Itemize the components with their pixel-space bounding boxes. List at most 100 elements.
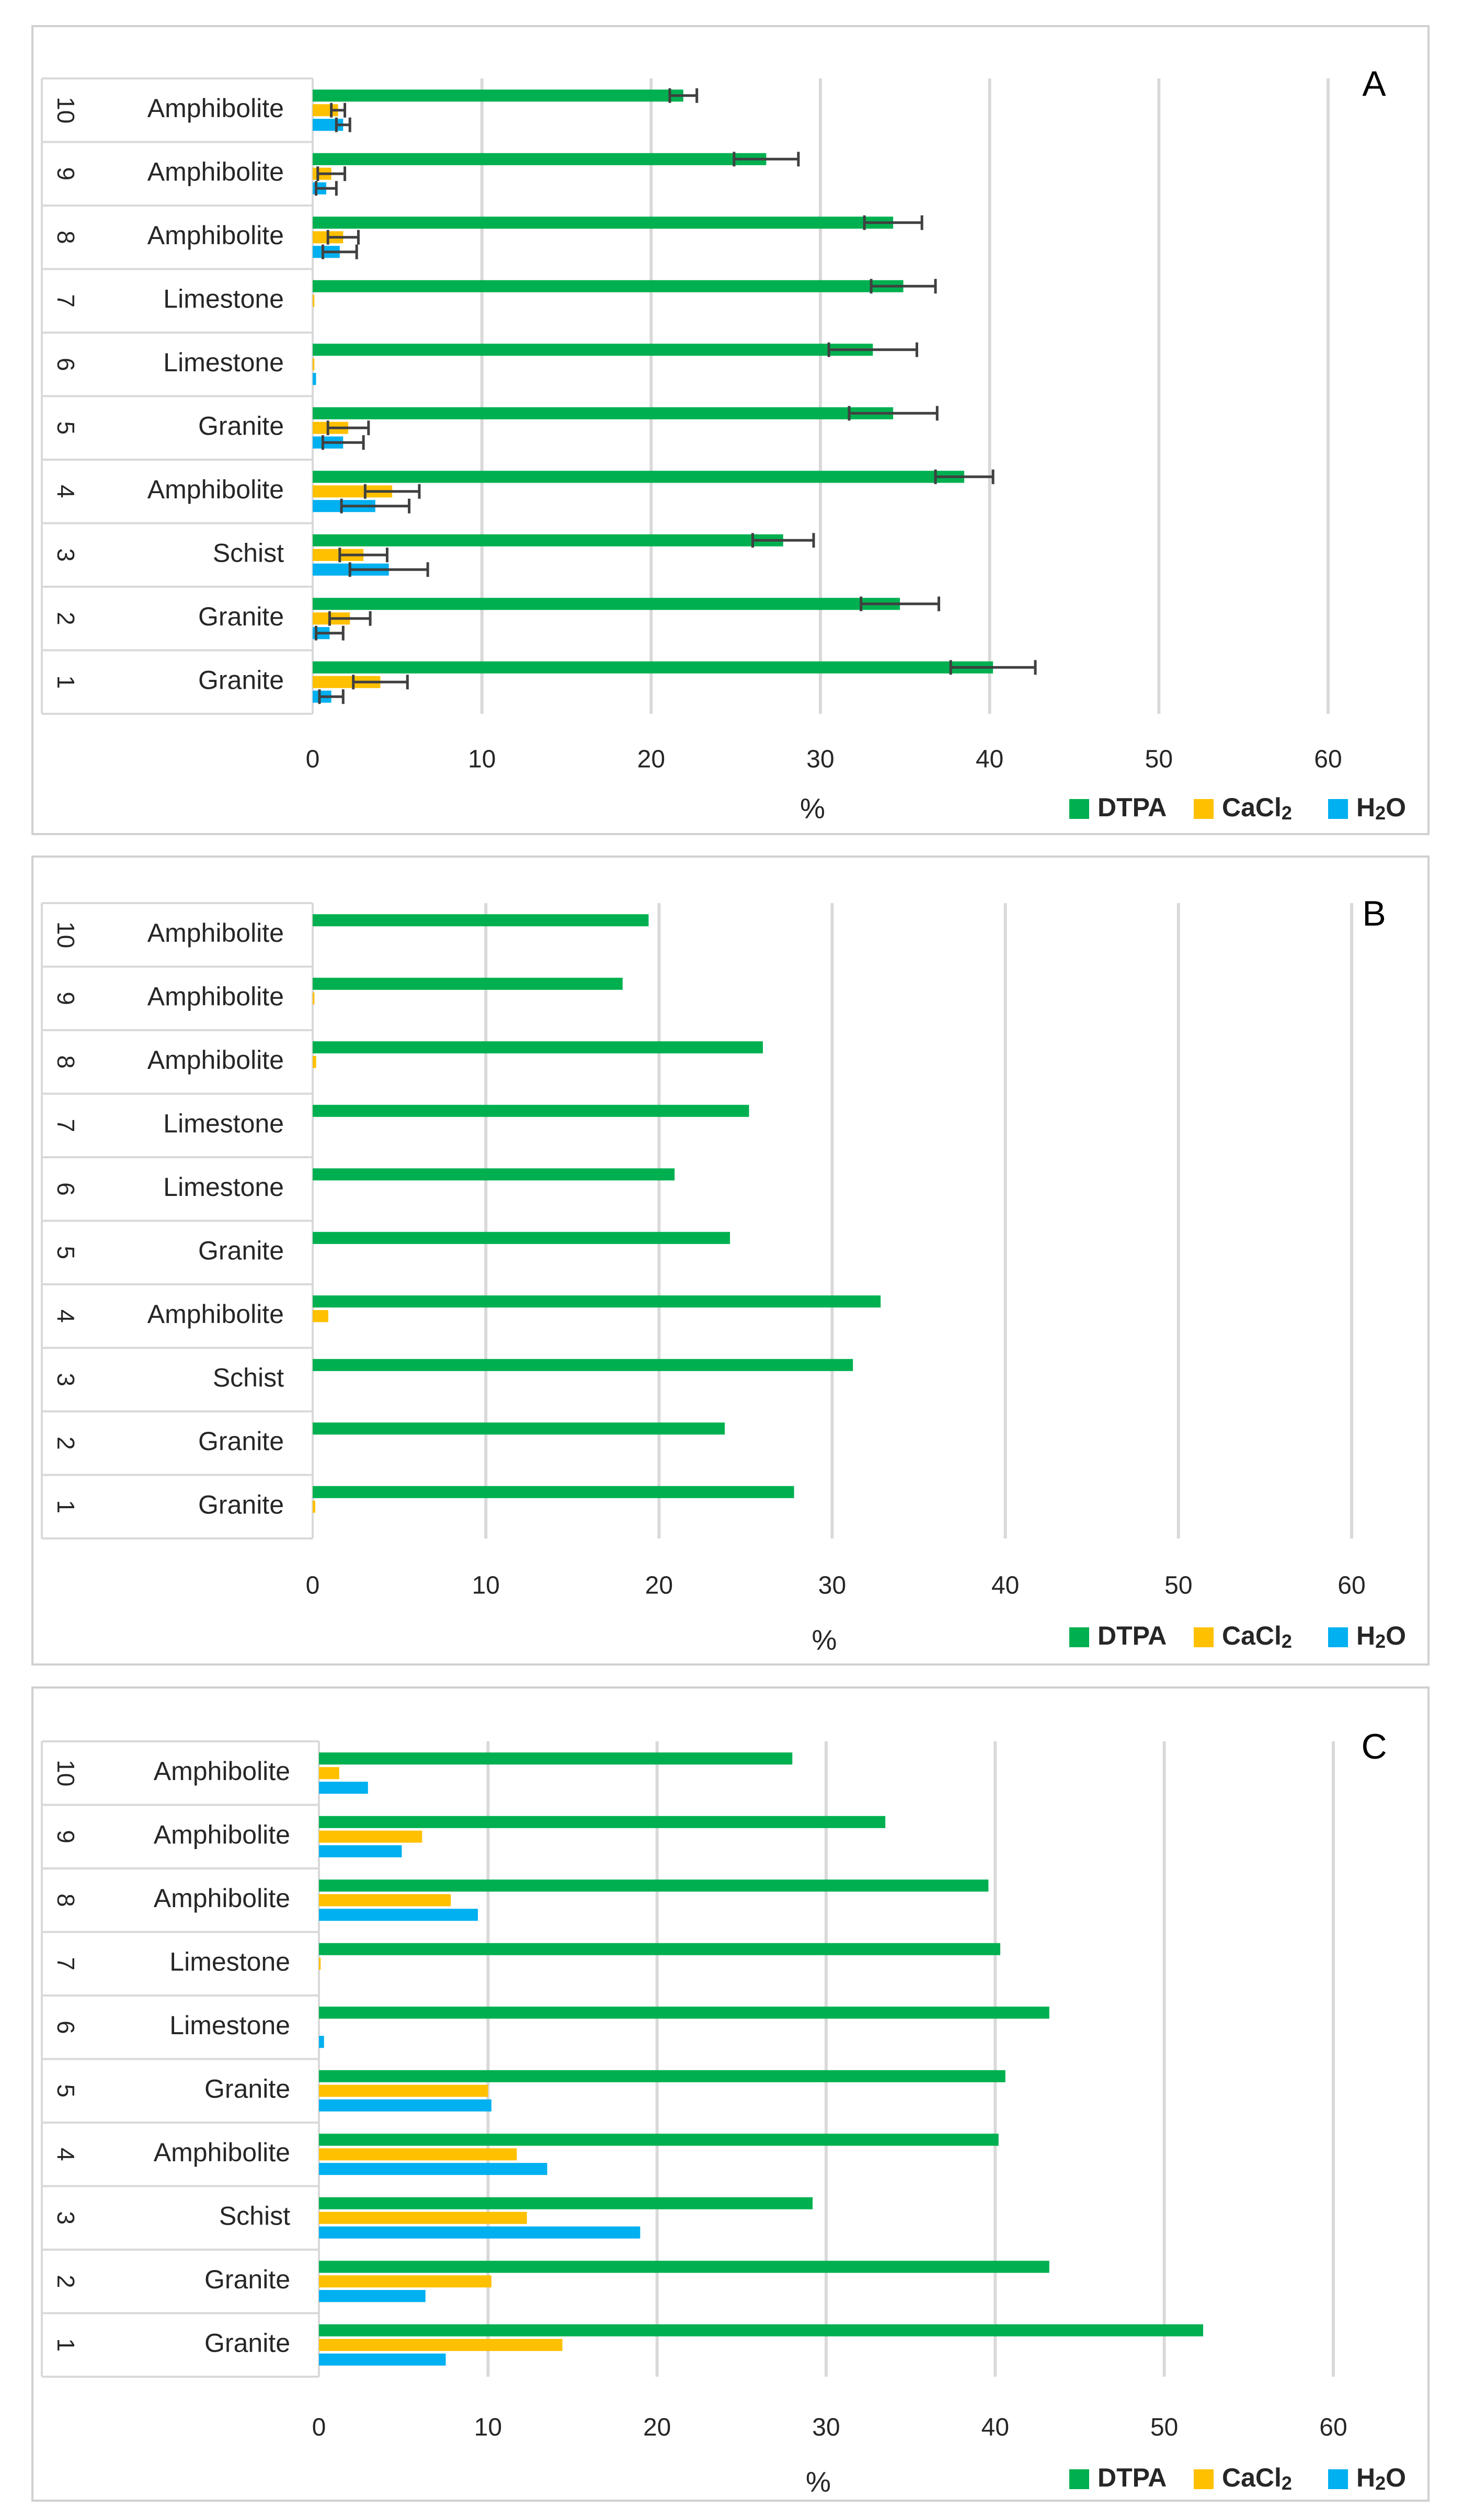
legend-label: CaCl2 — [1222, 1621, 1292, 1651]
bar-dtpa — [313, 344, 873, 356]
category-number: 5 — [52, 421, 79, 435]
bar-h — [319, 2036, 324, 2048]
bar-cacl — [319, 1894, 451, 1907]
category-label: Granite — [204, 2328, 290, 2357]
legend-swatch-h — [1328, 1627, 1348, 1647]
bar-dtpa — [319, 1943, 1001, 1955]
category-label: Limestone — [169, 1947, 290, 1976]
x-tick-label: 20 — [637, 746, 665, 773]
bar-dtpa — [313, 89, 683, 102]
category-number: 10 — [52, 921, 79, 948]
legend-swatch-cacl — [1194, 799, 1214, 819]
bar-dtpa — [313, 216, 894, 229]
x-tick-label: 20 — [643, 2414, 671, 2442]
x-tick-label: 0 — [312, 2414, 326, 2442]
bar-dtpa — [313, 598, 900, 610]
category-number: 3 — [52, 1373, 79, 1386]
legend-label-main: DTPA — [1098, 793, 1167, 822]
category-label: Granite — [204, 2265, 290, 2294]
legend-label: DTPA — [1098, 793, 1167, 822]
bar-cacl — [319, 2211, 527, 2224]
bar-dtpa — [319, 2070, 1005, 2082]
category-label: Amphibolite — [147, 982, 284, 1011]
category-number: 1 — [52, 2338, 79, 2352]
legend-swatch-dtpa — [1069, 1627, 1089, 1647]
legend-label: DTPA — [1098, 2463, 1167, 2492]
category-number: 6 — [52, 358, 79, 371]
legend-label-main: CaCl — [1222, 2463, 1282, 2492]
x-tick-label: 0 — [306, 1572, 320, 1600]
category-number: 1 — [52, 1500, 79, 1513]
legend-label: H2O — [1356, 1621, 1406, 1651]
x-tick-label: 50 — [1145, 746, 1173, 773]
bar-dtpa — [313, 1104, 749, 1117]
legend-label-subscript: 2 — [1282, 802, 1292, 824]
category-label: Amphibolite — [147, 1045, 284, 1075]
x-tick-label: 0 — [306, 746, 320, 773]
x-axis-title: % — [800, 793, 825, 824]
category-number: 9 — [52, 167, 79, 180]
x-tick-label: 40 — [976, 746, 1003, 773]
category-label: Limestone — [163, 348, 284, 377]
category-label: Limestone — [163, 1172, 284, 1202]
bar-dtpa — [319, 1879, 989, 1892]
legend-label-suffix: O — [1386, 1621, 1406, 1650]
bar-cacl — [313, 358, 315, 371]
bar-h — [319, 1845, 402, 1857]
bar-dtpa — [313, 471, 965, 483]
category-label: Granite — [198, 1236, 284, 1265]
category-number: 8 — [52, 231, 79, 244]
legend-swatch-dtpa — [1069, 799, 1089, 819]
bar-cacl — [319, 1830, 422, 1843]
category-label: Limestone — [163, 284, 284, 313]
legend-label-main: H — [1356, 793, 1375, 822]
category-label: Schist — [213, 538, 284, 567]
bar-cacl — [313, 1056, 316, 1068]
panel-label: A — [1362, 64, 1386, 104]
category-label: Limestone — [169, 2011, 290, 2040]
category-label: Amphibolite — [154, 2138, 290, 2167]
category-number: 5 — [52, 1246, 79, 1259]
bar-dtpa — [313, 661, 993, 674]
bar-cacl — [319, 2084, 488, 2097]
bar-dtpa — [313, 534, 783, 546]
category-number: 7 — [52, 294, 79, 307]
category-label: Amphibolite — [154, 1757, 290, 1786]
legend-label-subscript: 2 — [1375, 802, 1386, 824]
bar-cacl — [319, 2148, 517, 2161]
bar-dtpa — [313, 914, 649, 927]
legend-label-subscript: 2 — [1375, 1630, 1386, 1652]
category-number: 4 — [52, 1309, 79, 1323]
x-tick-label: 10 — [472, 1572, 499, 1600]
panel-frame — [31, 856, 1430, 1666]
legend-label-suffix: O — [1386, 2463, 1406, 2492]
bar-cacl — [319, 1957, 321, 1970]
bar-dtpa — [313, 1295, 881, 1308]
bar-dtpa — [313, 1486, 794, 1498]
legend-swatch-cacl — [1194, 2469, 1214, 2489]
category-number: 8 — [52, 1055, 79, 1069]
category-label: Granite — [198, 411, 284, 440]
bar-cacl — [319, 1767, 339, 1780]
category-number: 7 — [52, 1957, 79, 1970]
bar-cacl — [313, 1310, 328, 1322]
bar-dtpa — [313, 1232, 730, 1244]
x-tick-label: 30 — [818, 1572, 846, 1600]
x-tick-label: 60 — [1314, 746, 1342, 773]
bar-h — [319, 1909, 478, 1921]
bar-dtpa — [313, 977, 623, 990]
category-label: Amphibolite — [154, 1884, 290, 1913]
category-label: Amphibolite — [147, 1299, 284, 1329]
legend-swatch-dtpa — [1069, 2469, 1089, 2489]
bar-dtpa — [313, 407, 894, 419]
category-label: Granite — [198, 665, 284, 694]
x-tick-label: 40 — [991, 1572, 1019, 1600]
legend-label-subscript: 2 — [1282, 2472, 1292, 2494]
category-number: 10 — [52, 97, 79, 123]
category-label: Granite — [198, 1427, 284, 1456]
category-number: 9 — [52, 991, 79, 1005]
category-number: 3 — [52, 548, 79, 562]
bar-dtpa — [319, 1752, 793, 1765]
bar-dtpa — [319, 2197, 813, 2209]
category-label: Schist — [213, 1363, 284, 1392]
